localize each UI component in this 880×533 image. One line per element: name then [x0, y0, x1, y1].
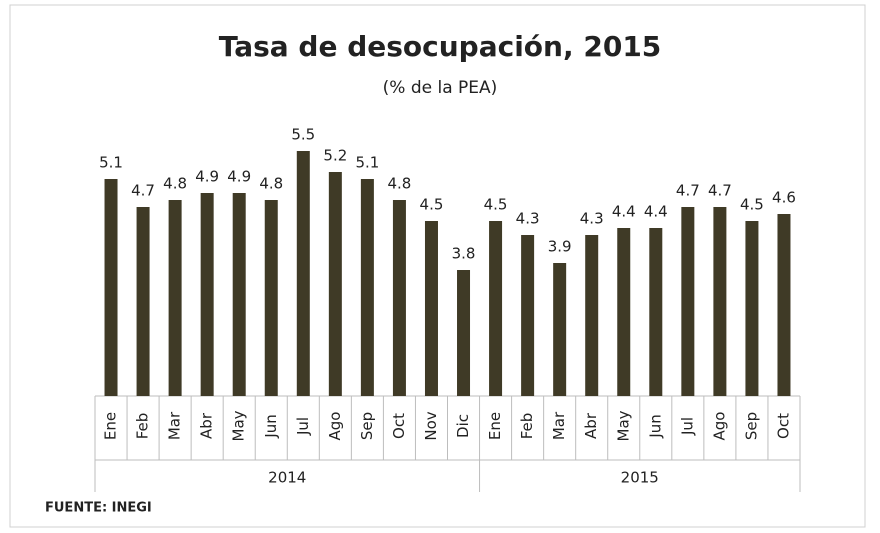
bar [713, 207, 727, 396]
value-label: 4.3 [516, 210, 540, 228]
x-tick-label: Sep [358, 412, 376, 440]
bar [649, 228, 663, 396]
chart-title: Tasa de desocupación, 2015 [219, 30, 662, 63]
x-tick-label: Abr [582, 412, 600, 439]
group-label: 2014 [268, 469, 306, 487]
group-label: 2015 [621, 469, 659, 487]
x-tick-label: Ene [102, 412, 120, 440]
x-tick-label: Feb [518, 413, 536, 440]
x-tick-label: Dic [454, 414, 472, 438]
bar [296, 151, 310, 396]
value-label: 5.5 [291, 126, 315, 144]
x-tick-label: Feb [134, 413, 152, 440]
value-label: 4.5 [420, 196, 444, 214]
x-tick-label: Oct [774, 413, 792, 439]
x-tick-label: Ago [710, 412, 728, 441]
value-label: 4.3 [580, 210, 604, 228]
value-label: 4.9 [195, 168, 219, 186]
value-label: 4.7 [676, 182, 700, 200]
x-tick-label: Jul [678, 417, 696, 436]
bar [489, 221, 503, 396]
bar [617, 228, 631, 396]
value-label: 4.5 [740, 196, 764, 214]
bar [232, 193, 246, 396]
x-tick-label: Sep [742, 412, 760, 440]
value-label: 4.5 [484, 196, 508, 214]
bar [200, 193, 214, 396]
bar [777, 214, 791, 396]
x-tick-label: Ene [486, 412, 504, 440]
value-label: 4.4 [612, 203, 636, 221]
value-label: 4.8 [259, 175, 283, 193]
x-tick-label: Jul [294, 417, 312, 436]
x-tick-label: May [614, 410, 632, 441]
value-label: 4.4 [644, 203, 668, 221]
value-label: 5.2 [323, 147, 347, 165]
source: FUENTE: INEGI [45, 501, 152, 516]
x-tick-label: Mar [550, 411, 568, 440]
x-tick-label: Abr [198, 412, 216, 439]
x-tick-label: Ago [326, 412, 344, 441]
bar [457, 270, 471, 396]
bar [104, 179, 118, 396]
bar [521, 235, 535, 396]
bar [392, 200, 406, 396]
value-label: 4.6 [772, 189, 796, 207]
bar [328, 172, 342, 396]
value-label: 4.7 [131, 182, 155, 200]
x-tick-label: Oct [390, 413, 408, 439]
bar [745, 221, 759, 396]
value-label: 3.9 [548, 238, 572, 256]
value-label: 4.8 [388, 175, 412, 193]
chart-subtitle: (% de la PEA) [383, 78, 498, 98]
bar [681, 207, 695, 396]
bar [168, 200, 182, 396]
value-label: 5.1 [355, 154, 379, 172]
bar [264, 200, 278, 396]
value-label: 4.9 [227, 168, 251, 186]
bar [585, 235, 599, 396]
bar [360, 179, 374, 396]
value-label: 4.8 [163, 175, 187, 193]
bar [424, 221, 438, 396]
x-tick-label: Jun [646, 414, 664, 438]
bar [136, 207, 150, 396]
value-label: 5.1 [99, 154, 123, 172]
x-tick-label: Nov [422, 411, 440, 440]
x-tick-label: Jun [262, 414, 280, 438]
value-label: 4.7 [708, 182, 732, 200]
value-label: 3.8 [452, 245, 476, 263]
x-tick-label: Mar [166, 411, 184, 440]
x-tick-label: May [230, 410, 248, 441]
bar [553, 263, 567, 396]
